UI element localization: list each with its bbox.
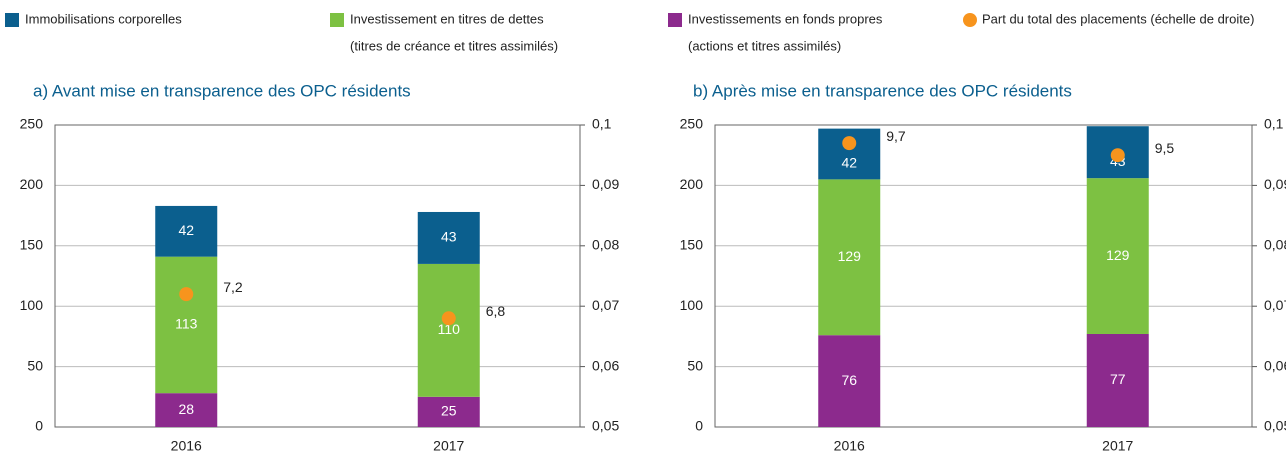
legend-label: (actions et titres assimilés) xyxy=(688,38,841,53)
y2-tick-label: 0,07 xyxy=(1264,297,1286,313)
bar-value-label: 28 xyxy=(178,401,194,417)
bar-segment xyxy=(417,396,480,427)
bar-value-label: 42 xyxy=(178,222,194,238)
x-tick-label: 2017 xyxy=(1102,438,1133,454)
y2-tick-label: 0,1 xyxy=(592,116,612,132)
bar-segment xyxy=(155,256,218,394)
bar-segment xyxy=(1086,178,1149,334)
y-tick-label: 250 xyxy=(20,116,44,132)
y-tick-label: 150 xyxy=(20,237,44,253)
share-label: 7,2 xyxy=(223,279,243,295)
bar-value-label: 43 xyxy=(441,229,457,245)
bar-value-label: 129 xyxy=(838,248,862,264)
bar-segment xyxy=(818,335,881,427)
y2-tick-label: 0,09 xyxy=(592,176,619,192)
legend-swatch xyxy=(668,13,682,27)
y-tick-label: 200 xyxy=(680,176,704,192)
y-tick-label: 50 xyxy=(27,357,43,373)
share-label: 6,8 xyxy=(486,303,506,319)
bar-segment xyxy=(818,179,881,336)
bar-segment xyxy=(1086,333,1149,427)
y2-tick-label: 0,08 xyxy=(1264,237,1286,253)
legend-swatch xyxy=(5,13,19,27)
share-label: 9,5 xyxy=(1155,140,1175,156)
bar-segment xyxy=(155,205,218,257)
bar-value-label: 25 xyxy=(441,403,457,419)
bar-segment xyxy=(417,263,480,397)
y-tick-label: 250 xyxy=(680,116,704,132)
y-tick-label: 100 xyxy=(20,297,44,313)
bar-value-label: 113 xyxy=(175,316,198,332)
bar-value-label: 76 xyxy=(841,372,857,388)
plot-frame xyxy=(54,124,581,428)
x-tick-label: 2017 xyxy=(433,438,464,454)
y2-tick-label: 0,06 xyxy=(592,357,619,373)
bar-value-label: 42 xyxy=(841,155,857,171)
plot-frame xyxy=(714,124,1253,428)
y2-tick-label: 0,06 xyxy=(1264,357,1286,373)
bar-segment xyxy=(155,393,218,427)
legend-label: Part du total des placements (échelle de… xyxy=(982,11,1254,26)
bar-value-label: 129 xyxy=(1106,247,1130,263)
legend-label: Investissement en titres de dettes xyxy=(350,11,544,26)
share-dot xyxy=(842,136,857,151)
bar-value-label: 110 xyxy=(438,321,461,337)
x-tick-label: 2016 xyxy=(171,438,202,454)
y-tick-label: 0 xyxy=(35,418,43,434)
share-dot xyxy=(179,287,194,302)
y2-tick-label: 0,05 xyxy=(1264,418,1286,434)
share-label: 9,7 xyxy=(886,128,906,144)
legend-label: Immobilisations corporelles xyxy=(25,11,182,26)
y2-tick-label: 0,07 xyxy=(592,297,619,313)
y-tick-label: 200 xyxy=(20,176,44,192)
chart-title: a) Avant mise en transparence des OPC ré… xyxy=(33,81,411,100)
y-tick-label: 50 xyxy=(687,357,703,373)
bar-value-label: 77 xyxy=(1110,371,1126,387)
y-tick-label: 150 xyxy=(680,237,704,253)
bar-segment xyxy=(417,211,480,264)
share-dot xyxy=(441,311,456,326)
y-tick-label: 100 xyxy=(680,297,704,313)
y2-tick-label: 0,05 xyxy=(592,418,619,434)
y2-tick-label: 0,1 xyxy=(1264,116,1284,132)
chart-title: b) Après mise en transparence des OPC ré… xyxy=(693,81,1072,100)
legend-label: (titres de créance et titres assimilés) xyxy=(350,38,558,53)
legend-label: Investissements en fonds propres xyxy=(688,11,883,26)
legend-swatch xyxy=(963,13,977,27)
y2-tick-label: 0,08 xyxy=(592,237,619,253)
x-tick-label: 2016 xyxy=(834,438,865,454)
legend-swatch xyxy=(330,13,344,27)
y2-tick-label: 0,09 xyxy=(1264,176,1286,192)
share-dot xyxy=(1110,148,1125,163)
y-tick-label: 0 xyxy=(695,418,703,434)
